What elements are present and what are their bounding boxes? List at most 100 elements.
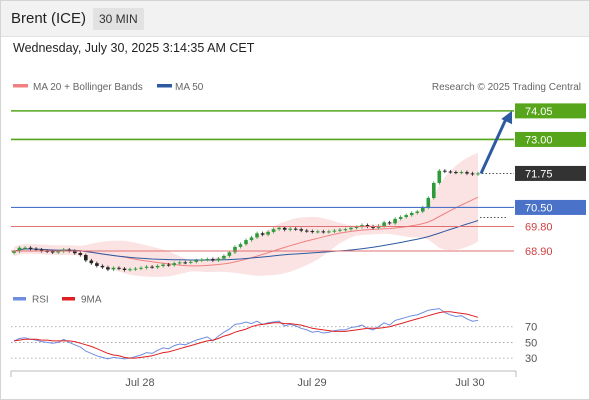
candle-body (84, 255, 88, 261)
candle-body (459, 172, 464, 174)
candle-body (161, 264, 165, 266)
rsi-ma-line (13, 311, 479, 359)
rsi-tick-label: 50 (525, 337, 537, 349)
legend-rsi-ma-label: 9MA (81, 295, 102, 306)
resistance-price-label: 73.00 (525, 134, 553, 146)
candle-body (249, 237, 254, 241)
candle-body (432, 183, 436, 198)
candle-body (216, 258, 221, 261)
forecast-arrow-shaft (479, 118, 508, 175)
bollinger-band-area (14, 152, 478, 277)
candle-body (144, 266, 149, 268)
candle-body (73, 251, 77, 254)
candle-body (95, 263, 99, 266)
resistance-price-label: 74.05 (525, 106, 553, 118)
legend-swatch-ma50 (157, 84, 172, 88)
candle-body (409, 212, 414, 216)
candle-body (122, 268, 127, 270)
legend-swatch-rsi (13, 297, 26, 301)
candle-body (382, 222, 386, 226)
resistance-price-tag (515, 103, 586, 119)
timestamp: Wednesday, July 30, 2025 3:14:35 AM CET (13, 41, 255, 55)
rsi-line (13, 308, 479, 360)
candle-body (354, 227, 359, 228)
candle-body (78, 253, 83, 255)
chart-header: Brent (ICE) 30 MIN (1, 1, 589, 37)
candle-body (227, 252, 232, 256)
candle-body (100, 265, 105, 268)
ma50-line (13, 220, 479, 261)
legend-rsi-label: RSI (32, 295, 49, 306)
candle-body (128, 269, 132, 271)
candle-body (56, 251, 60, 253)
candle-body (316, 231, 320, 233)
candle-body (371, 226, 375, 228)
rsi-tick-label: 70 (525, 322, 537, 334)
timeframe-button[interactable]: 30 MIN (93, 8, 144, 30)
candle-body (305, 230, 309, 232)
candle-body (133, 268, 138, 270)
legend-swatch-ma20 (13, 84, 28, 88)
candle-body (282, 227, 287, 230)
candle-body (465, 172, 469, 174)
candle-body (415, 211, 419, 213)
candle-body (393, 218, 397, 224)
candle-body (260, 233, 265, 235)
candle-body (233, 246, 237, 253)
candle-body (106, 267, 110, 270)
pivot-price-tag (515, 199, 586, 215)
candle-body (194, 260, 199, 262)
candle-body (244, 240, 248, 245)
candle-body (437, 170, 442, 183)
candle-body (293, 228, 298, 230)
legend-ma20-label: MA 20 + Bollinger Bands (33, 82, 143, 93)
candle-body (443, 170, 447, 172)
candle-body (238, 244, 243, 247)
candle-body (271, 229, 276, 232)
candle-body (23, 247, 27, 249)
candle-body (28, 247, 33, 249)
candle-body (387, 222, 392, 224)
candle-body (476, 173, 480, 175)
candle-body (150, 266, 154, 268)
candle-body (332, 230, 337, 232)
legend-swatch-rsi-ma (62, 297, 75, 301)
watermark: Research © 2025 Trading Central (432, 82, 581, 93)
candle-body (166, 264, 171, 266)
instrument-title: Brent (ICE) (11, 10, 87, 27)
candle-body (327, 231, 331, 233)
last-price-label: 71.75 (525, 168, 553, 180)
candle-body (189, 261, 193, 263)
candle-body (266, 231, 270, 235)
rsi-tick-label: 30 (525, 353, 537, 365)
candle-body (117, 267, 121, 269)
candle-body (277, 227, 281, 230)
pivot-price-label: 70.50 (525, 202, 553, 214)
candle-body (205, 259, 210, 261)
candle-body (321, 231, 326, 233)
candle-body (426, 197, 431, 208)
support-price-label: 68.90 (525, 246, 553, 258)
candle-body (17, 247, 22, 252)
candle-body (454, 172, 458, 174)
candle-body (470, 173, 475, 175)
candle-body (200, 259, 204, 261)
x-tick-label: Jul 29 (297, 377, 326, 389)
last-price-tag (515, 165, 586, 181)
resistance-price-tag (515, 131, 586, 147)
support-price-label: 69.80 (525, 221, 553, 233)
candle-body (45, 251, 49, 252)
candle-body (349, 227, 353, 230)
candle-body (211, 259, 215, 261)
candle-body (177, 262, 182, 264)
candle-body (172, 263, 176, 266)
candle-body (39, 249, 44, 251)
candle-body (50, 251, 55, 253)
candle-body (365, 225, 370, 227)
candle-body (255, 233, 259, 238)
candle-body (67, 249, 71, 251)
candle-body (421, 207, 425, 212)
candle-body (183, 262, 187, 264)
candle-body (89, 260, 94, 264)
